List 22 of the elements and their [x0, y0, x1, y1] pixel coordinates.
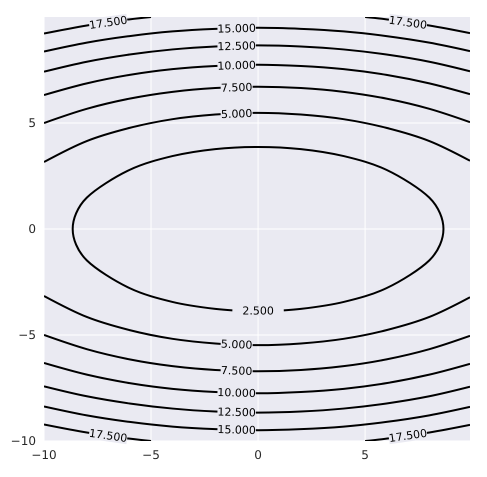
series-label: 10.000 — [217, 58, 256, 73]
x-tick-label: 0 — [254, 448, 262, 462]
text: 17.500 — [88, 14, 128, 32]
text: 17.500 — [388, 426, 428, 446]
series-label: 2.500 — [242, 304, 274, 318]
series-label: 10.000 — [217, 386, 256, 400]
y-tick-label: 0 — [28, 222, 36, 236]
y-tick-label: 5 — [28, 116, 36, 130]
y-tick-label: −5 — [18, 328, 36, 342]
series-label: 15.000 — [217, 22, 256, 36]
series-label: 7.500 — [220, 364, 253, 378]
y-tick-label: −10 — [10, 434, 36, 448]
series-label: 12.500 — [217, 405, 256, 420]
series-label: 5.000 — [220, 106, 253, 122]
x-tick-label: −5 — [142, 448, 160, 462]
text: 17.500 — [88, 426, 128, 446]
series-label: 15.000 — [217, 423, 256, 437]
x-tick-label: 5 — [361, 448, 369, 462]
series-label: 5.000 — [220, 338, 253, 352]
text: 17.500 — [388, 14, 428, 32]
series-label: 12.500 — [217, 39, 256, 54]
series-label: 7.500 — [220, 80, 253, 95]
